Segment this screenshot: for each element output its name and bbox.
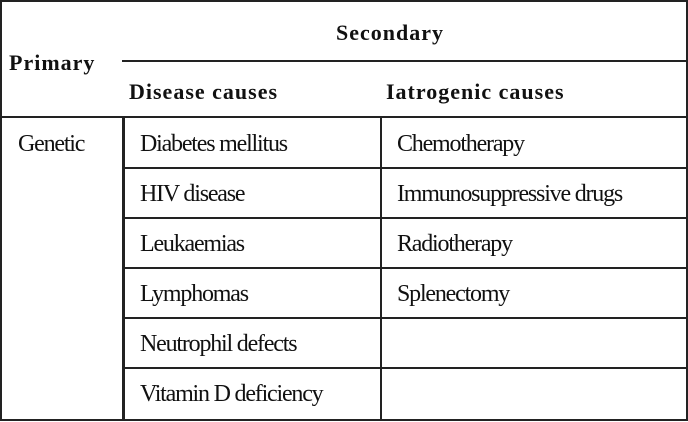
- border: [0, 0, 2, 421]
- header-primary: Primary: [9, 50, 96, 75]
- table-cell: Leukaemias: [140, 231, 245, 257]
- border: [0, 0, 688, 2]
- rule: [122, 367, 688, 369]
- rule: [122, 167, 688, 169]
- table-cell: Diabetes mellitus: [140, 131, 288, 157]
- rule: [122, 317, 688, 319]
- table-cell: Genetic: [18, 131, 85, 157]
- table-cell: Splenectomy: [397, 281, 510, 307]
- rule: [122, 60, 688, 62]
- rule: [122, 118, 125, 421]
- table-cell: Lymphomas: [140, 281, 249, 307]
- header-column: Iatrogenic causes: [386, 79, 565, 104]
- border: [0, 419, 688, 421]
- header-secondary: Secondary: [336, 20, 444, 45]
- table-cell: Immunosuppressive drugs: [397, 181, 623, 207]
- rule: [380, 118, 382, 421]
- rule: [0, 116, 688, 118]
- table-cell: Radiotherapy: [397, 231, 513, 257]
- header-column: Disease causes: [129, 79, 279, 104]
- table-cell: Neutrophil defects: [140, 331, 298, 357]
- rule: [122, 217, 688, 219]
- rule: [122, 267, 688, 269]
- table-cell: HIV disease: [140, 181, 246, 207]
- table-cell: Chemotherapy: [397, 131, 525, 157]
- border: [686, 0, 688, 421]
- table-cell: Vitamin D deficiency: [140, 381, 324, 407]
